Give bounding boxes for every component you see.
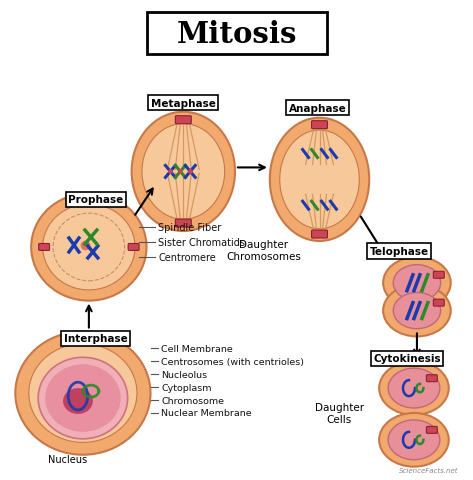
Text: Cytokinesis: Cytokinesis — [373, 354, 441, 363]
FancyBboxPatch shape — [426, 375, 438, 382]
Text: Prophase: Prophase — [68, 195, 123, 205]
Text: Sister Chromatids: Sister Chromatids — [158, 238, 245, 248]
Ellipse shape — [280, 131, 359, 229]
FancyBboxPatch shape — [39, 244, 50, 251]
Ellipse shape — [15, 332, 150, 455]
Ellipse shape — [131, 112, 235, 231]
FancyBboxPatch shape — [86, 338, 96, 345]
Ellipse shape — [388, 420, 440, 460]
Ellipse shape — [383, 285, 451, 337]
FancyBboxPatch shape — [175, 117, 191, 124]
Text: Mitosis: Mitosis — [177, 20, 297, 48]
Text: Telophase: Telophase — [369, 246, 429, 256]
Ellipse shape — [31, 194, 147, 301]
Text: Centromere: Centromere — [158, 252, 216, 263]
Text: Daughter
Cells: Daughter Cells — [315, 402, 364, 424]
FancyBboxPatch shape — [128, 244, 139, 251]
Text: Chromosome: Chromosome — [161, 396, 225, 405]
Text: Cytoplasm: Cytoplasm — [161, 383, 212, 392]
Text: ScienceFacts.net: ScienceFacts.net — [399, 467, 459, 473]
Ellipse shape — [38, 358, 128, 439]
Text: Metaphase: Metaphase — [151, 98, 216, 108]
Ellipse shape — [379, 413, 449, 467]
Text: Daughter
Chromosomes: Daughter Chromosomes — [227, 240, 301, 261]
Text: Centrosomes (with centrioles): Centrosomes (with centrioles) — [161, 357, 305, 366]
Ellipse shape — [393, 265, 440, 301]
Ellipse shape — [45, 364, 121, 432]
Text: Nucleolus: Nucleolus — [161, 370, 208, 379]
Ellipse shape — [379, 361, 449, 415]
Ellipse shape — [388, 369, 440, 408]
Ellipse shape — [43, 204, 135, 290]
Ellipse shape — [142, 124, 225, 220]
FancyBboxPatch shape — [426, 427, 438, 433]
Text: Interphase: Interphase — [64, 334, 128, 344]
Text: Anaphase: Anaphase — [289, 104, 346, 114]
Text: Spindle Fiber: Spindle Fiber — [158, 223, 222, 233]
FancyBboxPatch shape — [433, 300, 444, 306]
Text: Cell Membrane: Cell Membrane — [161, 344, 233, 353]
Text: Nucleus: Nucleus — [48, 454, 88, 464]
Ellipse shape — [383, 257, 451, 309]
Ellipse shape — [270, 119, 369, 241]
Ellipse shape — [63, 388, 93, 414]
FancyBboxPatch shape — [312, 121, 327, 130]
FancyBboxPatch shape — [147, 13, 327, 55]
FancyBboxPatch shape — [65, 338, 77, 345]
FancyBboxPatch shape — [433, 272, 444, 279]
FancyBboxPatch shape — [175, 220, 191, 228]
FancyBboxPatch shape — [312, 230, 327, 239]
Text: Nuclear Membrane: Nuclear Membrane — [161, 408, 252, 418]
Ellipse shape — [393, 293, 440, 329]
Ellipse shape — [29, 344, 137, 443]
